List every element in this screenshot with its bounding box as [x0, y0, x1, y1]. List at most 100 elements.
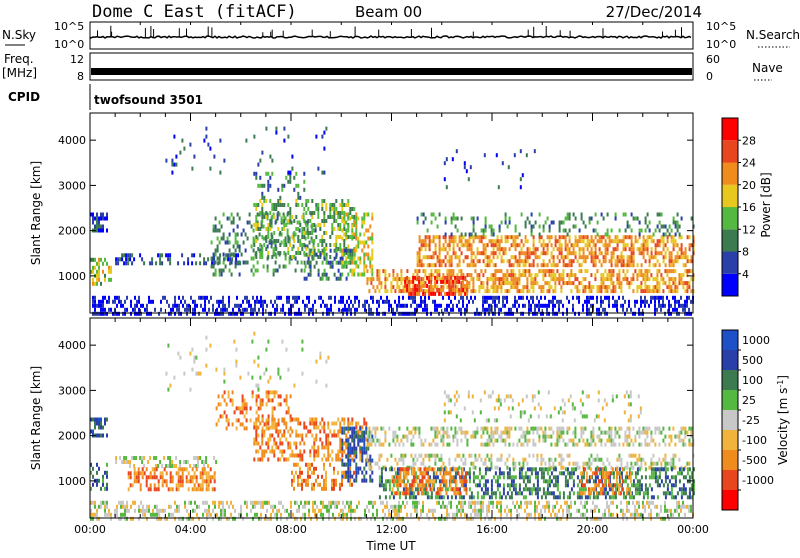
data-cell: [200, 483, 202, 487]
data-cell: [315, 135, 317, 139]
data-cell: [484, 312, 486, 316]
data-cell: [402, 296, 404, 300]
data-cell: [423, 239, 425, 243]
data-cell: [257, 203, 259, 207]
data-cell: [657, 251, 659, 255]
data-cell: [313, 422, 315, 426]
data-cell: [321, 135, 323, 139]
data-cell: [283, 265, 285, 269]
data-cell: [350, 501, 352, 505]
data-cell: [462, 501, 464, 505]
data-cell: [428, 296, 430, 300]
data-cell: [222, 308, 224, 312]
data-cell: [94, 308, 96, 312]
data-cell: [267, 223, 269, 227]
data-cell: [419, 251, 421, 255]
data-cell: [353, 221, 355, 225]
data-cell: [501, 239, 503, 243]
data-cell: [244, 296, 246, 300]
data-cell: [484, 153, 486, 157]
data-cell: [459, 255, 461, 259]
data-cell: [631, 247, 633, 251]
data-cell: [487, 255, 489, 259]
data-cell: [508, 273, 510, 277]
data-cell: [647, 251, 649, 255]
data-cell: [354, 509, 356, 513]
data-cell: [472, 285, 474, 289]
data-cell: [522, 304, 524, 308]
data-cell: [354, 300, 356, 304]
data-cell: [659, 243, 661, 247]
data-cell: [261, 454, 263, 458]
data-cell: [291, 471, 293, 475]
data-cell: [591, 217, 593, 221]
data-cell: [507, 225, 509, 229]
data-cell: [595, 251, 597, 255]
data-cell: [384, 439, 386, 443]
data-cell: [471, 247, 473, 251]
data-cell: [178, 475, 180, 479]
data-cell: [354, 312, 356, 316]
data-cell: [125, 253, 127, 257]
data-cell: [480, 513, 482, 517]
data-cell: [559, 221, 561, 225]
data-cell: [365, 427, 367, 431]
data-cell: [562, 509, 564, 513]
data-cell: [132, 517, 134, 521]
data-cell: [260, 398, 262, 402]
data-cell: [202, 501, 204, 505]
data-cell: [582, 304, 584, 308]
data-cell: [466, 439, 468, 443]
data-cell: [301, 434, 303, 438]
data-cell: [176, 509, 178, 513]
data-cell: [438, 292, 440, 296]
data-cell: [608, 277, 610, 281]
data-cell: [614, 285, 616, 289]
data-cell: [682, 308, 684, 312]
data-cell: [392, 509, 394, 513]
data-cell: [211, 265, 213, 269]
data-cell: [510, 281, 512, 285]
data-cell: [332, 501, 334, 505]
data-cell: [496, 289, 498, 293]
data-cell: [541, 235, 543, 239]
data-cell: [299, 434, 301, 438]
data-cell: [406, 284, 408, 288]
data-cell: [474, 513, 476, 517]
data-cell: [299, 196, 301, 200]
data-cell: [226, 426, 228, 430]
data-cell: [196, 505, 198, 509]
data-cell: [626, 308, 628, 312]
data-cell: [202, 296, 204, 300]
data-cell: [684, 281, 686, 285]
data-cell: [447, 251, 449, 255]
data-cell: [315, 426, 317, 430]
data-cell: [586, 304, 588, 308]
data-cell: [343, 217, 345, 221]
data-cell: [295, 463, 297, 467]
data-cell: [349, 447, 351, 451]
data-cell: [646, 501, 648, 505]
data-cell: [662, 296, 664, 300]
data-cell: [533, 259, 535, 263]
data-cell: [277, 188, 279, 192]
data-cell: [671, 263, 673, 267]
data-cell: [269, 438, 271, 442]
data-cell: [275, 446, 277, 450]
data-cell: [330, 296, 332, 300]
data-cell: [590, 273, 592, 277]
data-cell: [176, 487, 178, 491]
data-cell: [301, 483, 303, 487]
data-cell: [504, 304, 506, 308]
data-cell: [688, 285, 690, 289]
data-cell: [490, 439, 492, 443]
data-cell: [333, 479, 335, 483]
data-cell: [240, 422, 242, 426]
data-cell: [310, 261, 312, 265]
data-cell: [255, 203, 257, 207]
data-cell: [194, 509, 196, 513]
data-cell: [508, 509, 510, 513]
data-cell: [690, 269, 692, 273]
data-cell: [520, 501, 522, 505]
data-cell: [384, 281, 386, 285]
